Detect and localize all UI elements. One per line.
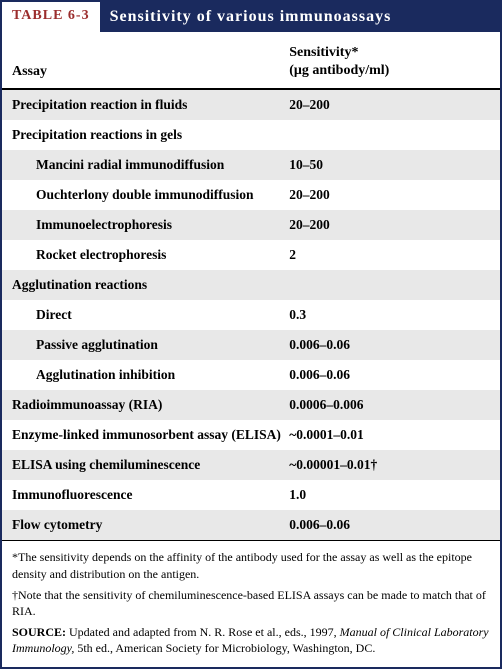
header-sens-line2: (μg antibody/ml) — [289, 63, 389, 78]
table-row: Flow cytometry0.006–0.06 — [2, 510, 500, 540]
table-row: Precipitation reaction in fluids20–200 — [2, 90, 500, 120]
header-sensitivity: Sensitivity* (μg antibody/ml) — [289, 44, 490, 80]
sensitivity-value — [289, 127, 490, 143]
table-row: Agglutination reactions — [2, 270, 500, 300]
footnote-1: *The sensitivity depends on the affinity… — [12, 549, 490, 581]
table-row: Immunoelectrophoresis20–200 — [2, 210, 500, 240]
table-body: Precipitation reaction in fluids20–200Pr… — [2, 90, 500, 540]
table-row: ELISA using chemiluminescence~0.00001–0.… — [2, 450, 500, 480]
source-text: Updated and adapted from N. R. Rose et a… — [66, 625, 340, 639]
assay-label: Precipitation reaction in fluids — [12, 97, 289, 113]
sensitivity-value: 2 — [289, 247, 490, 263]
header-sens-line1: Sensitivity* — [289, 45, 358, 60]
table-row: Direct0.3 — [2, 300, 500, 330]
table-row: Passive agglutination0.006–0.06 — [2, 330, 500, 360]
source-line: SOURCE: Updated and adapted from N. R. R… — [12, 624, 490, 656]
assay-label: Enzyme-linked immunosorbent assay (ELISA… — [12, 427, 289, 443]
footnotes: *The sensitivity depends on the affinity… — [2, 540, 500, 666]
assay-label: Precipitation reactions in gels — [12, 127, 289, 143]
table-row: Immunofluorescence1.0 — [2, 480, 500, 510]
assay-label: Direct — [12, 307, 289, 323]
table-row: Enzyme-linked immunosorbent assay (ELISA… — [2, 420, 500, 450]
table-row: Mancini radial immunodiffusion10–50 — [2, 150, 500, 180]
sensitivity-value: 20–200 — [289, 97, 490, 113]
assay-label: Agglutination inhibition — [12, 367, 289, 383]
sensitivity-value: ~0.0001–0.01 — [289, 427, 490, 443]
sensitivity-value: 0.006–0.06 — [289, 517, 490, 533]
sensitivity-value: 0.006–0.06 — [289, 337, 490, 353]
header-assay: Assay — [12, 44, 289, 80]
assay-label: ELISA using chemiluminescence — [12, 457, 289, 473]
source-prefix: SOURCE: — [12, 625, 66, 639]
source-tail: 5th ed., American Society for Microbiolo… — [74, 641, 375, 655]
table-row: Rocket electrophoresis2 — [2, 240, 500, 270]
table-label: TABLE 6-3 — [2, 2, 100, 32]
assay-label: Passive agglutination — [12, 337, 289, 353]
assay-label: Mancini radial immunodiffusion — [12, 157, 289, 173]
table-row: Ouchterlony double immunodiffusion20–200 — [2, 180, 500, 210]
table-row: Radioimmunoassay (RIA)0.0006–0.006 — [2, 390, 500, 420]
sensitivity-value: 20–200 — [289, 187, 490, 203]
sensitivity-value: 1.0 — [289, 487, 490, 503]
title-bar: TABLE 6-3 Sensitivity of various immunoa… — [2, 2, 500, 32]
table-title: Sensitivity of various immunoassays — [100, 2, 500, 32]
sensitivity-value: 10–50 — [289, 157, 490, 173]
sensitivity-value — [289, 277, 490, 293]
sensitivity-value: ~0.00001–0.01† — [289, 457, 490, 473]
assay-label: Immunoelectrophoresis — [12, 217, 289, 233]
sensitivity-value: 0.3 — [289, 307, 490, 323]
sensitivity-value: 0.0006–0.006 — [289, 397, 490, 413]
assay-label: Ouchterlony double immunodiffusion — [12, 187, 289, 203]
sensitivity-value: 0.006–0.06 — [289, 367, 490, 383]
table-row: Agglutination inhibition0.006–0.06 — [2, 360, 500, 390]
sensitivity-value: 20–200 — [289, 217, 490, 233]
assay-label: Radioimmunoassay (RIA) — [12, 397, 289, 413]
assay-label: Immunofluorescence — [12, 487, 289, 503]
sensitivity-table: TABLE 6-3 Sensitivity of various immunoa… — [0, 0, 502, 669]
header-row: Assay Sensitivity* (μg antibody/ml) — [2, 32, 500, 90]
footnote-2: †Note that the sensitivity of chemilumin… — [12, 587, 490, 619]
assay-label: Flow cytometry — [12, 517, 289, 533]
table-row: Precipitation reactions in gels — [2, 120, 500, 150]
assay-label: Rocket electrophoresis — [12, 247, 289, 263]
assay-label: Agglutination reactions — [12, 277, 289, 293]
